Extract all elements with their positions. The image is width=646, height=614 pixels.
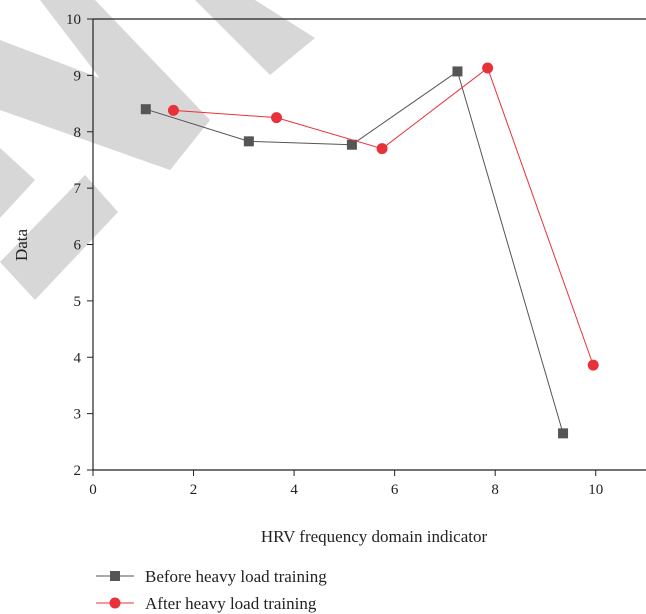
legend-item: Before heavy load training (96, 567, 327, 586)
y-tick-label: 8 (74, 125, 82, 141)
y-tick-label: 2 (74, 463, 82, 479)
data-point (376, 143, 388, 155)
series-layer (140, 62, 599, 439)
legend: Before heavy load training After heavy lo… (96, 567, 327, 613)
data-point (270, 112, 282, 124)
y-tick-label: 9 (74, 68, 82, 84)
series-2 (167, 62, 599, 371)
watermark-band (0, 175, 118, 300)
legend-item: After heavy load training (96, 594, 317, 613)
x-tick-label: 0 (89, 482, 97, 498)
legend-swatch-marker (110, 571, 120, 581)
y-tick-label: 7 (74, 181, 82, 197)
x-tick-label: 10 (588, 482, 603, 498)
y-tick-label: 5 (74, 294, 82, 310)
y-tick-label: 3 (74, 407, 82, 423)
data-point (558, 428, 569, 439)
data-point (140, 104, 151, 115)
data-point (587, 359, 599, 371)
data-point (482, 62, 494, 74)
watermark-band (195, 0, 315, 75)
y-tick-label: 10 (66, 12, 81, 28)
data-point (243, 136, 254, 147)
x-tick-label: 4 (290, 482, 298, 498)
watermark-band (0, 40, 210, 170)
y-tick-label: 4 (74, 350, 82, 366)
data-point (452, 66, 463, 77)
x-tick-label: 2 (190, 482, 198, 498)
legend-swatch-marker (109, 597, 121, 609)
legend-label: Before heavy load training (145, 567, 327, 586)
y-tick-label: 6 (74, 238, 82, 254)
x-axis-title: HRV frequency domain indicator (261, 527, 488, 546)
watermark-band (0, 148, 35, 218)
data-point (346, 139, 357, 150)
y-axis-title: Data (12, 229, 31, 262)
x-tick-label: 8 (491, 482, 499, 498)
series-1 (140, 66, 569, 439)
x-tick-label: 6 (391, 482, 399, 498)
series-line (145, 70, 564, 434)
data-point (167, 104, 179, 116)
legend-label: After heavy load training (145, 594, 317, 613)
watermark (0, 0, 315, 300)
